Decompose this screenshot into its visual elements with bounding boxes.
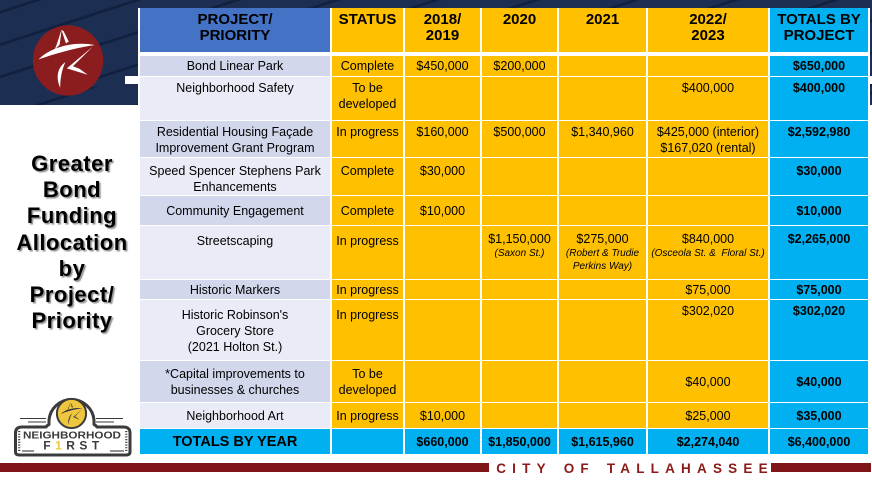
svg-text:NEIGHBORHOOD: NEIGHBORHOOD: [23, 430, 121, 442]
svg-text:F1RST: F1RST: [43, 439, 104, 453]
